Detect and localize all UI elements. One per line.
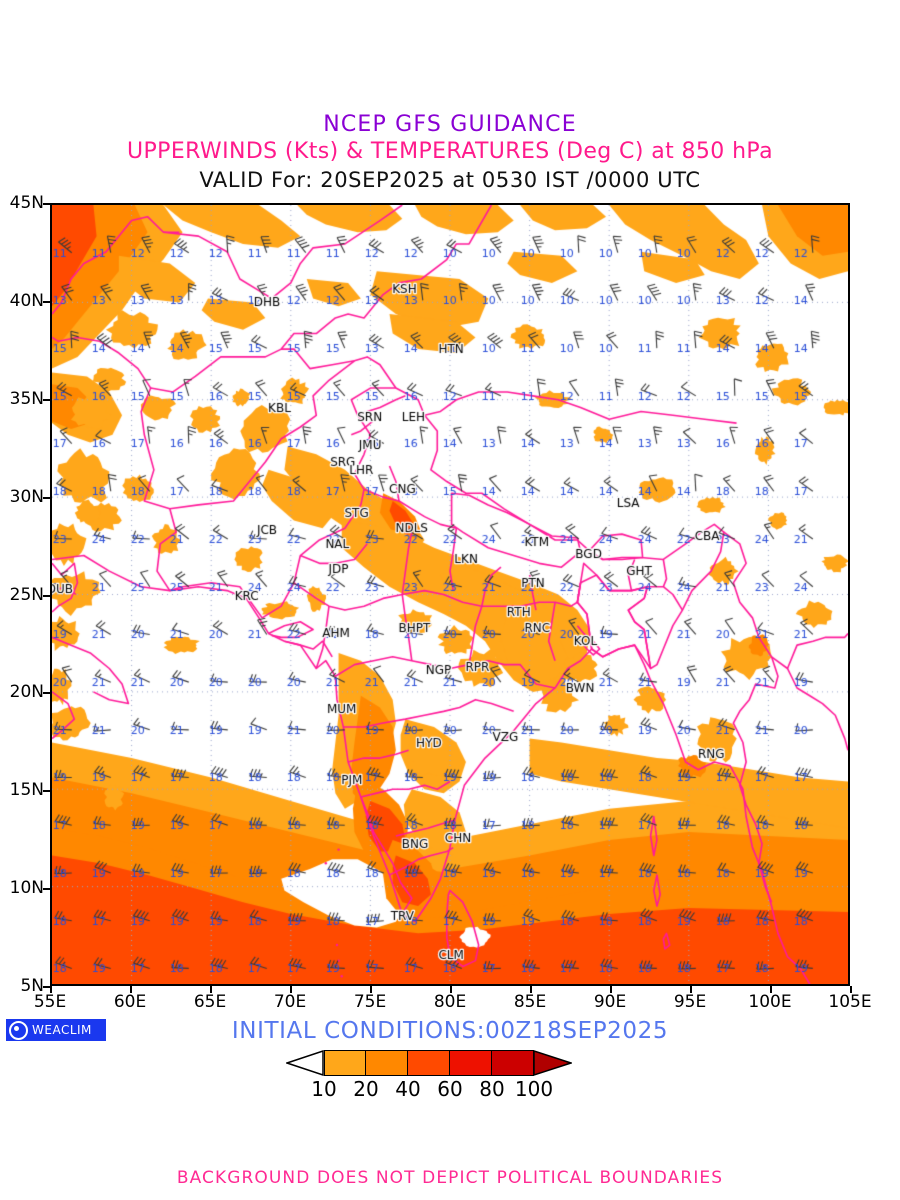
x-axis-tick	[850, 986, 852, 993]
x-axis-tick	[770, 986, 772, 993]
y-axis-tick	[43, 496, 50, 499]
y-axis-tick	[43, 888, 50, 891]
colorbar-tick-label: 10	[311, 1077, 337, 1101]
subtitle-variables: UPPERWINDS (Kts) & TEMPERATURES (Deg C) …	[126, 139, 773, 164]
map-raster	[52, 205, 848, 984]
x-axis-tick-label: 75E	[353, 992, 387, 1012]
colorbar-tick-label: 80	[479, 1077, 505, 1101]
y-axis-tick-label: 15N	[9, 780, 44, 801]
initial-conditions-label: INITIAL CONDITIONS:00Z18SEP2025	[231, 1018, 669, 1044]
colorbar-swatch	[366, 1050, 408, 1076]
subtitle-valid-time: VALID For: 20SEP2025 at 0530 IST /0000 U…	[199, 168, 701, 192]
x-axis-tick-label: 55E	[33, 992, 67, 1012]
y-axis-tick-label: 5N	[20, 976, 44, 996]
x-axis-tick-label: 70E	[273, 992, 307, 1012]
y-axis-tick	[43, 300, 50, 303]
colorbar-swatch	[408, 1050, 450, 1076]
colorbar-swatch	[492, 1050, 534, 1076]
colorbar-tick-label: 100	[514, 1077, 554, 1101]
x-axis-tick	[530, 986, 532, 993]
colorbar-tick-label: 20	[353, 1077, 379, 1101]
weaclim-label: WEACLIM	[32, 1023, 92, 1037]
x-axis-tick	[50, 986, 52, 993]
x-axis-tick-label: 80E	[433, 992, 467, 1012]
y-axis-tick	[43, 790, 50, 793]
x-axis-tick-label: 95E	[673, 992, 707, 1012]
y-axis-tick	[43, 692, 50, 695]
x-axis-tick-label: 60E	[113, 992, 147, 1012]
y-axis-tick	[43, 203, 50, 205]
y-axis-tick-label: 10N	[9, 878, 44, 899]
weather-map[interactable]	[50, 203, 850, 986]
weaclim-ring-icon	[9, 1020, 28, 1040]
colorbar-tick-label: 60	[437, 1077, 463, 1101]
colorbar-swatches	[284, 1049, 614, 1077]
y-axis-tick-label: 35N	[9, 388, 44, 409]
x-axis-tick-label: 90E	[593, 992, 627, 1012]
colorbar-legend: 10 20 40 60 80 100	[0, 1049, 900, 1101]
y-axis-tick	[43, 986, 50, 988]
page-title: NCEP GFS GUIDANCE	[323, 112, 577, 137]
x-axis-tick	[370, 986, 372, 993]
y-axis-tick	[43, 398, 50, 401]
y-axis-tick-label: 30N	[9, 486, 44, 507]
x-axis-tick-label: 100E	[748, 992, 792, 1012]
x-axis-tick	[610, 986, 612, 993]
y-axis-tick-label: 45N	[9, 193, 44, 213]
colorbar-tick-label: 40	[395, 1077, 421, 1101]
y-axis-tick-label: 25N	[9, 584, 44, 605]
y-axis-tick-label: 40N	[9, 290, 44, 311]
y-axis-tick-label: 20N	[9, 682, 44, 703]
x-axis-tick	[290, 986, 292, 993]
x-axis-tick	[690, 986, 692, 993]
colorbar-swatch	[450, 1050, 492, 1076]
x-axis-tick-label: 85E	[513, 992, 547, 1012]
colorbar-right-cap	[533, 1049, 574, 1077]
disclaimer-note: BACKGROUND DOES NOT DEPICT POLITICAL BOU…	[176, 1168, 724, 1188]
colorbar-left-cap	[284, 1049, 324, 1077]
title-block: NCEP GFS GUIDANCE UPPERWINDS (Kts) & TEM…	[0, 112, 900, 194]
x-axis-tick	[450, 986, 452, 993]
colorbar: 10 20 40 60 80 100	[284, 1049, 614, 1101]
colorbar-swatch	[324, 1050, 366, 1076]
x-axis-tick	[130, 986, 132, 993]
x-axis-tick-label: 65E	[193, 992, 227, 1012]
weaclim-logo: WEACLIM	[6, 1019, 106, 1041]
y-axis-tick	[43, 594, 50, 597]
colorbar-tick-labels: 10 20 40 60 80 100	[286, 1077, 614, 1101]
x-axis-tick	[210, 986, 212, 993]
x-axis-tick-label: 105E	[828, 992, 872, 1012]
